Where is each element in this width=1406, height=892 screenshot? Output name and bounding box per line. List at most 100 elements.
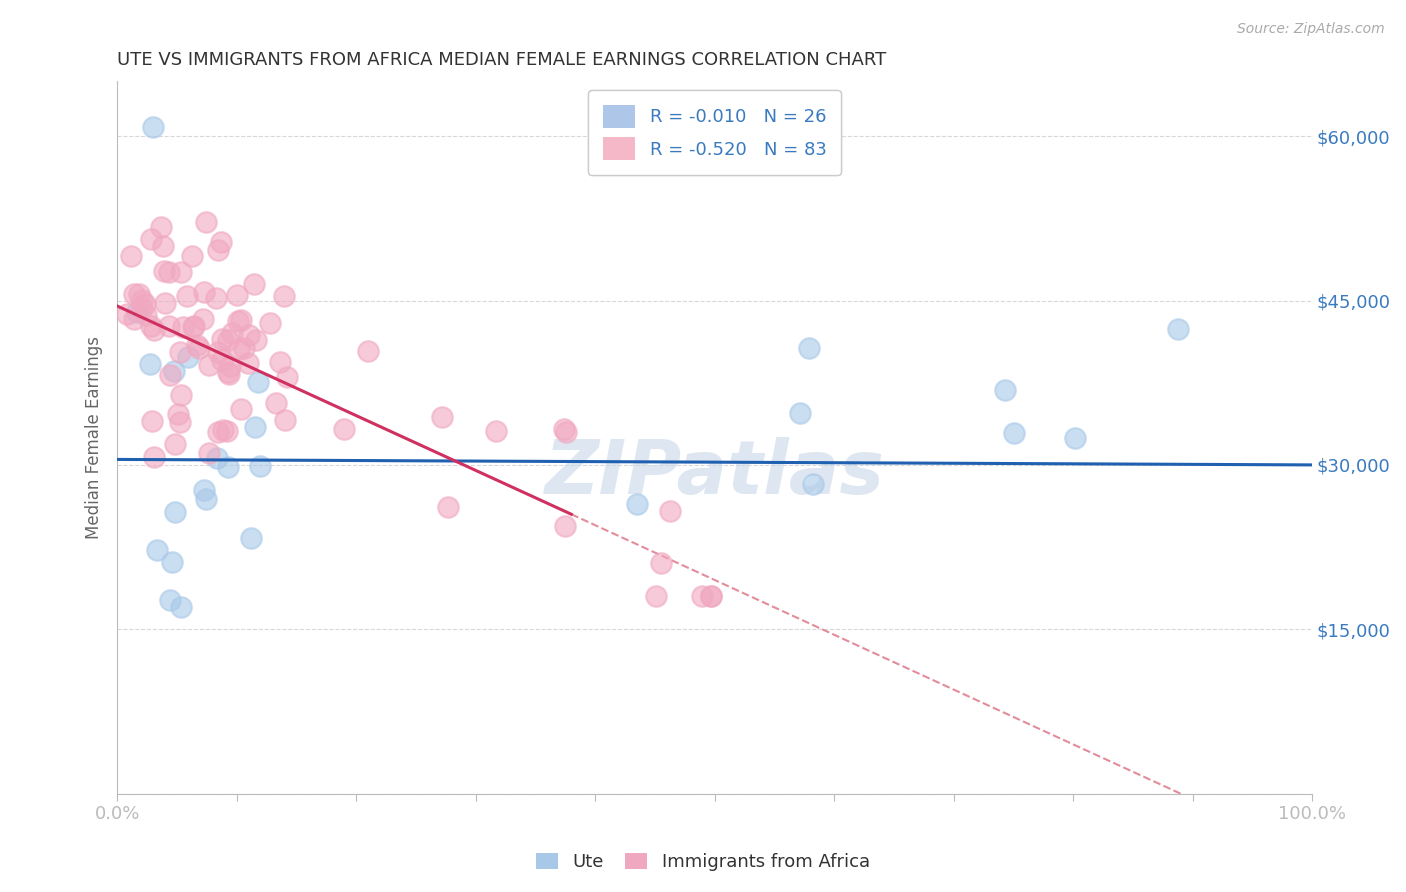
Point: [159, 368, 181, 383]
Point: [218, 359, 240, 374]
Point: [233, 341, 256, 355]
Legend: R = -0.010   N = 26, R = -0.520   N = 83: R = -0.010 N = 26, R = -0.520 N = 83: [588, 90, 841, 175]
Point: [554, 519, 576, 533]
Point: [176, 350, 198, 364]
Point: [228, 343, 250, 357]
Point: [218, 368, 240, 382]
Point: [193, 483, 215, 498]
Point: [169, 415, 191, 429]
Point: [169, 344, 191, 359]
Point: [141, 414, 163, 428]
Point: [211, 332, 233, 346]
Point: [122, 312, 145, 326]
Point: [207, 425, 229, 439]
Point: [205, 291, 228, 305]
Text: ZIPatlas: ZIPatlas: [544, 436, 884, 509]
Point: [131, 301, 153, 315]
Point: [142, 120, 165, 134]
Point: [134, 297, 156, 311]
Point: [194, 492, 217, 507]
Point: [231, 402, 253, 417]
Point: [245, 333, 267, 347]
Point: [183, 319, 205, 334]
Point: [264, 395, 287, 409]
Point: [333, 422, 356, 436]
Point: [212, 423, 235, 437]
Point: [181, 320, 204, 334]
Point: [1167, 322, 1189, 336]
Point: [150, 219, 173, 234]
Point: [231, 313, 253, 327]
Point: [163, 437, 186, 451]
Y-axis label: Median Female Earnings: Median Female Earnings: [86, 336, 103, 539]
Point: [700, 590, 723, 604]
Point: [690, 590, 713, 604]
Point: [125, 305, 148, 319]
Point: [1063, 432, 1085, 446]
Point: [273, 289, 295, 303]
Point: [167, 407, 190, 421]
Point: [139, 357, 162, 371]
Point: [139, 318, 162, 333]
Point: [356, 344, 378, 359]
Point: [211, 353, 233, 368]
Point: [207, 244, 229, 258]
Point: [242, 277, 264, 291]
Point: [276, 370, 298, 384]
Point: [170, 388, 193, 402]
Point: [650, 556, 672, 570]
Point: [238, 328, 260, 343]
Point: [226, 314, 249, 328]
Point: [143, 450, 166, 465]
Point: [193, 285, 215, 299]
Point: [658, 504, 681, 518]
Point: [209, 235, 232, 249]
Point: [197, 446, 219, 460]
Point: [243, 419, 266, 434]
Point: [146, 543, 169, 558]
Point: [135, 308, 157, 322]
Point: [169, 600, 191, 615]
Point: [128, 286, 150, 301]
Point: [181, 249, 204, 263]
Legend: Ute, Immigrants from Africa: Ute, Immigrants from Africa: [529, 846, 877, 879]
Point: [1002, 425, 1025, 440]
Point: [143, 323, 166, 337]
Point: [215, 424, 238, 438]
Point: [207, 450, 229, 465]
Point: [432, 409, 454, 424]
Point: [644, 590, 666, 604]
Point: [221, 326, 243, 340]
Point: [124, 287, 146, 301]
Point: [249, 459, 271, 474]
Point: [157, 318, 180, 333]
Point: [198, 358, 221, 372]
Point: [186, 338, 208, 352]
Point: [162, 363, 184, 377]
Point: [226, 288, 249, 302]
Point: [207, 345, 229, 359]
Point: [153, 264, 176, 278]
Point: [700, 590, 723, 604]
Point: [141, 231, 163, 245]
Point: [994, 383, 1017, 397]
Point: [239, 531, 262, 545]
Point: [115, 306, 138, 320]
Point: [485, 424, 508, 438]
Point: [160, 555, 183, 569]
Point: [172, 320, 194, 334]
Point: [188, 341, 211, 355]
Point: [152, 239, 174, 253]
Point: [217, 365, 239, 379]
Point: [269, 355, 291, 369]
Point: [193, 311, 215, 326]
Point: [159, 592, 181, 607]
Point: [217, 460, 239, 475]
Point: [626, 497, 648, 511]
Point: [120, 249, 142, 263]
Point: [789, 406, 811, 420]
Point: [801, 476, 824, 491]
Point: [217, 334, 239, 348]
Point: [553, 422, 575, 436]
Text: UTE VS IMMIGRANTS FROM AFRICA MEDIAN FEMALE EARNINGS CORRELATION CHART: UTE VS IMMIGRANTS FROM AFRICA MEDIAN FEM…: [117, 51, 886, 69]
